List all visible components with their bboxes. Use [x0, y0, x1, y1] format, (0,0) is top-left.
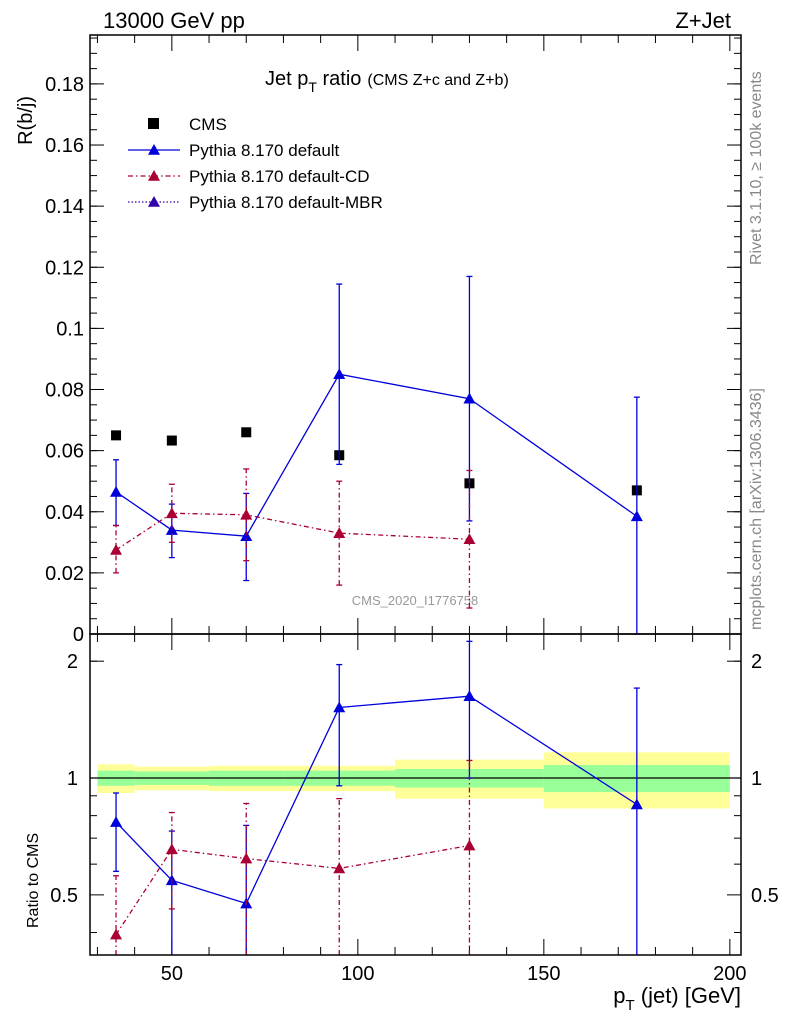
ratio-plot-frame	[89, 633, 742, 956]
legend-marker-default	[148, 144, 160, 155]
ratio-y-tick-label: 2	[67, 651, 78, 673]
x-axis-label: pT (jet) [GeV]	[613, 983, 741, 1014]
plot-title: Jet pT ratio (CMS Z+c and Z+b)	[265, 68, 509, 95]
ratio-marker-cd	[110, 928, 123, 940]
ratio-marker-default	[463, 690, 476, 701]
ratio-y-tick-label: 0.5	[50, 885, 78, 907]
cms-data-point	[241, 427, 252, 438]
legend-marker-mbr	[148, 196, 160, 207]
ratio-marker-cd	[333, 862, 346, 874]
ratio-marker-cd	[240, 852, 253, 864]
y-axis-label: R(b/j)	[15, 96, 37, 145]
cms-data-point	[166, 435, 177, 446]
ratio-y-tick-label-right: 0.5	[751, 885, 779, 907]
x-tick-label: 100	[341, 963, 374, 985]
ratio-marker-default	[333, 701, 346, 713]
cms-data-point	[111, 430, 122, 441]
marker-default	[630, 510, 643, 522]
legend: CMS Pythia 8.170 default Pythia 8.170 defa…	[128, 115, 383, 212]
y-tick-label: 0.02	[45, 563, 84, 585]
ratio-y-axis-label: Ratio to CMS	[25, 833, 42, 928]
legend-marker-cms	[148, 118, 159, 129]
y-tick-label: 0.12	[45, 257, 84, 279]
marker-cd	[463, 533, 476, 545]
y-tick-label: 0.14	[45, 196, 84, 218]
marker-cd	[240, 508, 253, 520]
ratio-marker-cd	[463, 839, 476, 851]
rivet-label: Rivet 3.1.10, ≥ 100k events	[748, 71, 765, 265]
x-tick-label: 150	[527, 963, 560, 985]
y-tick-label: 0.18	[45, 74, 84, 96]
marker-default	[333, 368, 346, 380]
marker-cd	[165, 507, 178, 519]
y-tick-label: 0.1	[56, 318, 84, 340]
ratio-line-cd	[115, 844, 470, 935]
header-left: 13000 GeV pp	[103, 8, 245, 33]
marker-cd	[333, 527, 346, 538]
legend-marker-cd	[148, 170, 160, 181]
legend-label-default: Pythia 8.170 default	[189, 141, 340, 160]
ratio-plot-panel: 0.5 0.5 1 1 2 2 Ratio to CMS pT (jet) [GeV]	[25, 633, 779, 1014]
series-line-default	[115, 373, 638, 537]
ratio-y-tick-label: 1	[67, 768, 78, 790]
mcplots-label: mcplots.cern.ch [arXiv:1306.3436]	[748, 388, 765, 630]
x-tick-label: 200	[713, 963, 746, 985]
marker-cd	[110, 543, 123, 555]
y-tick-label: 0.08	[45, 380, 84, 402]
legend-label-mbr: Pythia 8.170 default-MBR	[189, 193, 383, 212]
y-tick-label: 0.04	[45, 502, 84, 524]
legend-label-cd: Pythia 8.170 default-CD	[189, 167, 370, 186]
marker-default	[110, 485, 123, 497]
ratio-marker-default	[630, 798, 643, 810]
legend-label-cms: CMS	[189, 115, 227, 134]
y-tick-label: 0	[73, 624, 84, 646]
x-tick-label: 50	[161, 963, 183, 985]
ratio-marker-cd	[165, 843, 178, 855]
marker-default	[463, 392, 476, 404]
ratio-marker-default	[110, 816, 123, 827]
main-plot-frame	[89, 34, 742, 635]
y-tick-label: 0.06	[45, 441, 84, 463]
header-right: Z+Jet	[675, 8, 731, 33]
ratio-line-default	[115, 695, 638, 905]
watermark: CMS_2020_I1776758	[352, 593, 479, 608]
ratio-y-tick-label-right: 1	[751, 768, 762, 790]
y-tick-label: 0.16	[45, 135, 84, 157]
ratio-y-tick-label-right: 2	[751, 651, 762, 673]
